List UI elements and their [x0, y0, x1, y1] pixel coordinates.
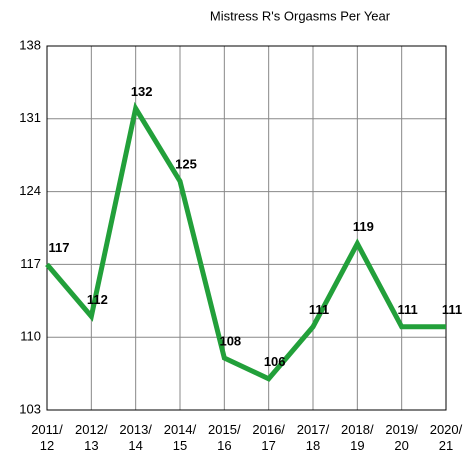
data-label: 112 [87, 292, 108, 307]
x-tick-label: 2016/ 17 [252, 422, 285, 453]
x-tick-label: 2015/ 16 [208, 422, 241, 453]
x-tick-label: 2011/ 12 [31, 422, 63, 453]
x-tick-label: 2020/ 21 [429, 422, 463, 453]
chart-title: Mistress R's Orgasms Per Year [210, 8, 391, 23]
x-tick-label: 2018/ 19 [341, 422, 374, 453]
y-tick-label: 131 [19, 110, 41, 125]
x-tick-label: 2014/ 15 [163, 422, 197, 453]
x-tick-label: 2012/ 13 [75, 422, 108, 453]
data-label: 111 [309, 302, 329, 317]
x-tick-label: 2019/ 20 [385, 422, 418, 453]
data-label: 108 [219, 333, 241, 348]
line [45, 101, 446, 382]
data-label: 132 [131, 84, 153, 99]
data-label: 111 [398, 302, 418, 317]
y-tick-label: 124 [19, 183, 41, 198]
x-tick-label: 2013/ 14 [119, 422, 152, 453]
data-label: 125 [175, 157, 197, 172]
data-label: 106 [264, 354, 286, 369]
data-label: 111 [442, 302, 462, 317]
y-tick-label: 103 [19, 401, 41, 416]
data-label: 117 [49, 240, 70, 255]
x-tick-label: 2017/ 18 [296, 422, 330, 453]
plot-border [46, 45, 447, 411]
y-tick-label: 117 [20, 256, 41, 271]
y-tick-label: 110 [20, 329, 41, 344]
data-label: 119 [353, 219, 374, 234]
y-tick-label: 138 [19, 37, 41, 52]
